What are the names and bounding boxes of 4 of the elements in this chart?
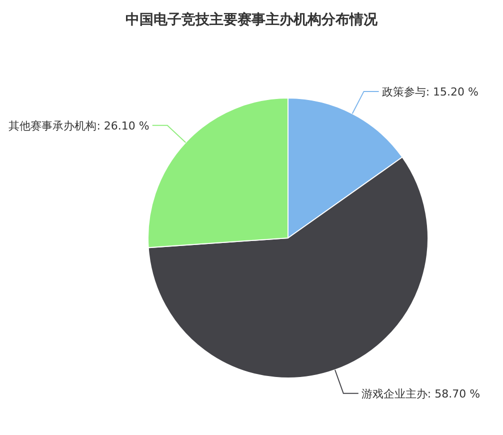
slice-label: 游戏企业主办: 58.70 %	[361, 387, 480, 400]
slice-label: 政策参与: 15.20 %	[382, 85, 478, 98]
slice-label: 其他赛事承办机构: 26.10 %	[8, 119, 150, 132]
chart-title: 中国电子竞技主要赛事主办机构分布情况	[126, 11, 378, 28]
